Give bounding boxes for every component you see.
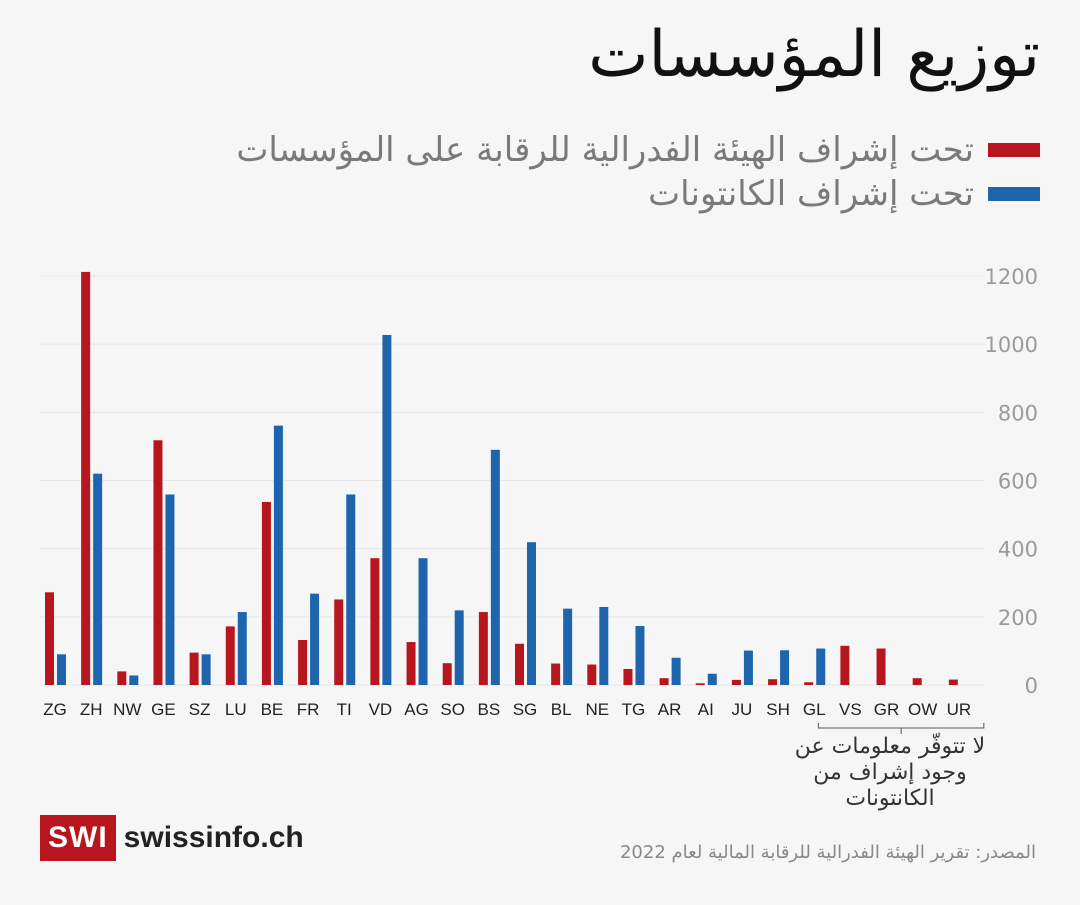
x-category-label: BL [551, 700, 572, 719]
y-tick-label: 1000 [985, 333, 1038, 357]
x-category-label: SG [513, 700, 538, 719]
legend-item-cantons: تحت إشراف الكانتونات [236, 172, 1040, 216]
bar-finma [442, 663, 452, 685]
legend-item-finma: تحت إشراف الهيئة الفدرالية للرقابة على ا… [236, 128, 1040, 172]
y-tick-label: 0 [1025, 674, 1038, 698]
bar-cantons [599, 606, 609, 685]
bar-cantons [816, 648, 826, 685]
bar-finma [261, 501, 271, 685]
bar-finma [695, 683, 705, 685]
bar-cantons [780, 650, 790, 685]
bar-finma [587, 664, 597, 685]
x-category-label: UR [947, 700, 972, 719]
legend-label-finma: تحت إشراف الهيئة الفدرالية للرقابة على ا… [236, 130, 974, 170]
bar-finma [81, 271, 91, 685]
legend: تحت إشراف الهيئة الفدرالية للرقابة على ا… [236, 128, 1040, 216]
x-category-label: AI [698, 700, 714, 719]
bar-finma [117, 671, 127, 685]
bar-cantons [93, 473, 103, 685]
bar-finma [515, 643, 524, 685]
x-category-label: GR [874, 700, 900, 719]
bar-finma [804, 682, 814, 685]
x-category-label: GE [151, 700, 176, 719]
bar-finma [189, 652, 199, 685]
x-category-label: TG [622, 700, 646, 719]
swissinfo-logo: SWI swissinfo.ch [40, 815, 304, 861]
x-category-label: ZH [80, 700, 103, 719]
y-tick-label: 800 [998, 401, 1038, 425]
bar-finma [406, 642, 416, 685]
bar-finma [876, 648, 886, 685]
bar-cantons [418, 558, 428, 685]
x-category-label: FR [297, 700, 320, 719]
x-category-label: SZ [189, 700, 211, 719]
bar-cantons [635, 626, 645, 685]
bar-cantons [237, 612, 247, 685]
bar-cantons [707, 673, 717, 685]
legend-swatch-cantons [988, 187, 1040, 201]
bar-cantons [310, 593, 320, 685]
bar-chart: 0 200 400 600 800 1000 1200 ZG ZH NW GE SZ LU BE FR TI V… [40, 265, 1038, 734]
bar-finma [948, 679, 958, 685]
bar-finma [840, 645, 850, 685]
bar-cantons [563, 608, 573, 685]
x-category-label: BS [478, 700, 501, 719]
bar-cantons [273, 425, 283, 685]
bar-cantons [165, 494, 175, 685]
bar-finma [298, 640, 308, 685]
x-category-label: SO [440, 700, 465, 719]
bar-cantons [129, 675, 139, 685]
logo-text: swissinfo.ch [123, 821, 304, 854]
x-category-label: ZG [43, 700, 67, 719]
bar-cantons [201, 654, 211, 685]
bar-finma [45, 592, 54, 685]
x-category-label: SH [766, 700, 790, 719]
bar-cantons [671, 657, 681, 685]
bar-cantons [382, 334, 392, 685]
y-tick-label: 600 [998, 470, 1038, 494]
legend-swatch-finma [988, 143, 1040, 157]
bar-finma [225, 626, 235, 685]
bar-finma [623, 668, 633, 685]
bar-finma [551, 663, 561, 685]
x-category-label: AG [404, 700, 429, 719]
x-category-label: TI [337, 700, 352, 719]
bar-cantons [346, 494, 356, 685]
x-category-label: JU [732, 700, 753, 719]
x-category-label: NW [113, 700, 141, 719]
x-category-label: VD [369, 700, 393, 719]
chart-title: توزيع المؤسسات [588, 18, 1040, 92]
bar-cantons [743, 650, 753, 685]
x-category-label: LU [225, 700, 247, 719]
bar-finma [153, 440, 163, 685]
bar-cantons [527, 542, 536, 685]
y-tick-label: 200 [998, 606, 1038, 630]
bar-finma [912, 678, 922, 685]
legend-label-cantons: تحت إشراف الكانتونات [648, 174, 974, 214]
y-tick-label: 400 [998, 538, 1038, 562]
bar-cantons [57, 654, 66, 685]
bar-finma [334, 599, 344, 685]
bar-finma [768, 679, 778, 685]
bar-cantons [454, 610, 464, 685]
annotation-note: لا تتوفّر معلومات عن وجود إشراف من الكان… [794, 734, 986, 811]
x-category-label: OW [908, 700, 937, 719]
x-category-label: VS [839, 700, 862, 719]
y-tick-label: 1200 [985, 265, 1038, 289]
annotation-bracket [817, 723, 985, 734]
x-category-label: GL [803, 700, 826, 719]
x-category-label: NE [585, 700, 609, 719]
bar-finma [370, 558, 380, 685]
logo-box: SWI [40, 815, 116, 861]
bar-cantons [490, 449, 500, 685]
x-category-label: AR [658, 700, 682, 719]
bar-finma [731, 679, 741, 685]
x-category-label: BE [261, 700, 284, 719]
source-note: المصدر: تقرير الهيئة الفدرالية للرقابة ا… [619, 842, 1036, 863]
bar-finma [659, 678, 669, 685]
bar-finma [478, 612, 488, 685]
